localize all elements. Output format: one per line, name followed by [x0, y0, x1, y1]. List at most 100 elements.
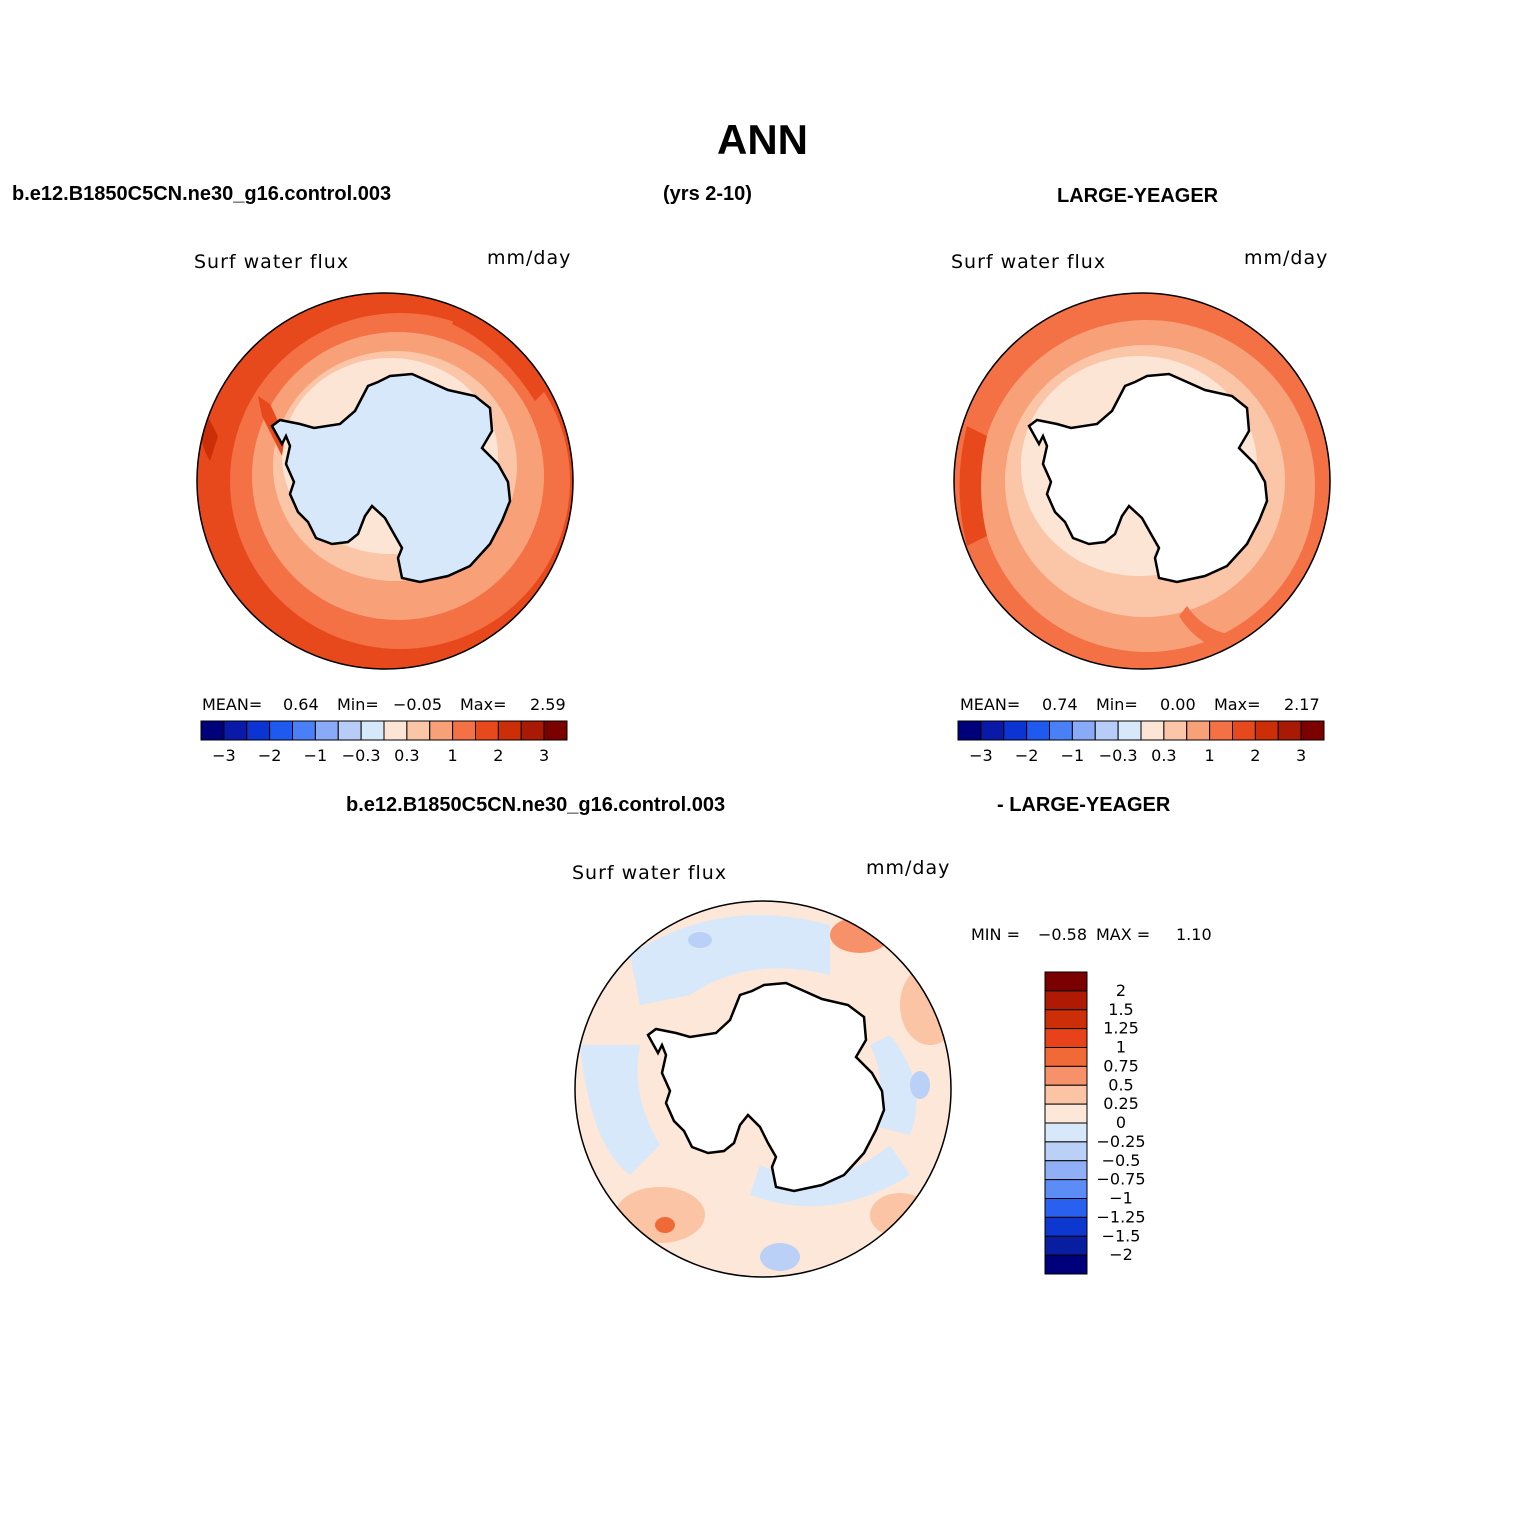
diff-colorbar-swatch [1044, 1047, 1088, 1067]
diff-colorbar-label: 1.5 [1108, 1000, 1133, 1019]
case-name-header: b.e12.B1850C5CN.ne30_g16.control.003 [12, 183, 392, 205]
panel2-colorbar-tick-label: −2 [1015, 746, 1039, 765]
diff-colorbar-label: 0.5 [1108, 1075, 1133, 1094]
panel2-mean-label: MEAN= [960, 695, 1021, 714]
panel2-colorbar-swatch [1209, 720, 1233, 741]
diff-colorbar-swatch [1044, 1198, 1088, 1218]
panel2-colorbar-tick-label: 3 [1296, 746, 1306, 765]
panel2-colorbar-tick-label: −3 [969, 746, 993, 765]
panel1-colorbar-swatch [360, 720, 385, 741]
panel1-colorbar-swatch [520, 720, 545, 741]
diff-colorbar-swatch [1044, 1254, 1088, 1275]
diff-colorbar-swatch [1044, 1179, 1088, 1199]
panel2-max-label: Max= [1214, 695, 1261, 714]
diff-colorbar-swatch [1044, 1122, 1088, 1143]
diff-colorbar-swatch [1044, 1065, 1088, 1086]
diff-colorbar-swatch [1044, 1103, 1088, 1124]
panel2-colorbar-swatch [1049, 720, 1073, 741]
antarctica-coastline [1027, 372, 1269, 584]
panel1-colorbar-swatch [314, 720, 339, 741]
diff-colorbar-label: −2 [1109, 1245, 1133, 1264]
panel1-colorbar-tick-label: 3 [539, 746, 549, 765]
years-header: (yrs 2-10) [663, 183, 752, 205]
diff-colorbar-swatch [1044, 1084, 1088, 1105]
panel1-colorbar-tick-label: −0.3 [342, 746, 381, 765]
diff-colorbar-label: −1.25 [1096, 1207, 1145, 1226]
panel1-polar-map [196, 292, 574, 670]
diff-colorbar-label: 0.25 [1103, 1094, 1139, 1113]
diff-colorbar-swatch [1044, 1009, 1088, 1030]
diff-colorbar-swatch [1044, 1028, 1088, 1048]
diff-polar-map [574, 900, 952, 1278]
panel2-colorbar-swatch [1186, 720, 1211, 741]
diff-colorbar: 21.51.2510.750.50.250−0.25−0.5−0.75−1−1.… [1044, 971, 1146, 1275]
panel2-colorbar-tick-label: −1 [1061, 746, 1085, 765]
panel1-colorbar-swatch [429, 720, 454, 741]
panel2-min-value: 0.00 [1160, 695, 1196, 714]
diff-variable-label: Surf water flux [572, 862, 728, 884]
panel1-colorbar-tick-label: −3 [212, 746, 236, 765]
diff-colorbar-label: −1.5 [1102, 1226, 1141, 1245]
diff-colorbar-label: 0 [1116, 1113, 1126, 1132]
obs-name-header: LARGE-YEAGER [1057, 185, 1219, 207]
panel1-colorbar-swatch [406, 720, 431, 741]
diff-min-label: MIN = [971, 925, 1020, 944]
diff-units-label: mm/day [866, 857, 951, 879]
diff-colorbar-label: −0.75 [1096, 1170, 1145, 1189]
panel2-variable-label: Surf water flux [951, 251, 1107, 273]
diff-max-label: MAX = [1096, 925, 1151, 944]
panel2-units-label: mm/day [1244, 247, 1329, 269]
panel1-colorbar-swatch [475, 720, 499, 741]
panel1-colorbar-tick-label: 0.3 [394, 746, 419, 765]
diff-colorbar-swatch [1044, 1216, 1088, 1237]
panel2-colorbar-tick-label: 1 [1205, 746, 1215, 765]
panel1-colorbar-swatch [497, 720, 522, 741]
panel2-colorbar-swatch [1003, 720, 1028, 741]
panel2-colorbar-swatch [980, 720, 1005, 741]
panel2-colorbar: −3 −2 −1 −0.3 0.3 1 2 3 [957, 720, 1325, 765]
panel1-colorbar-swatch [383, 720, 408, 741]
panel2-max-value: 2.17 [1284, 695, 1320, 714]
panel2-min-label: Min= [1096, 695, 1138, 714]
diff-case-name-header: b.e12.B1850C5CN.ne30_g16.control.003 [346, 794, 726, 816]
diff-max-value: 1.10 [1176, 925, 1212, 944]
panel1-colorbar-swatch [543, 720, 568, 741]
panel1-variable-label: Surf water flux [194, 251, 350, 273]
panel1-colorbar-tick-label: 1 [448, 746, 458, 765]
diff-min-value: −0.58 [1038, 925, 1088, 944]
panel1-colorbar-swatch [223, 720, 248, 741]
panel1-min-label: Min= [337, 695, 379, 714]
panel1-colorbar-tick-label: 2 [493, 746, 503, 765]
diff-colorbar-swatch [1044, 1235, 1088, 1256]
panel2-colorbar-swatch [1140, 720, 1165, 741]
panel1-colorbar: −3 −2 −1 −0.3 0.3 1 2 3 [200, 720, 568, 765]
panel1-colorbar-tick-label: −2 [258, 746, 282, 765]
panel2-colorbar-swatch [1163, 720, 1188, 741]
panel2-colorbar-swatch [1232, 720, 1256, 741]
panel1-colorbar-swatch [269, 720, 293, 741]
panel2-colorbar-tick-label: −0.3 [1099, 746, 1138, 765]
panel2-colorbar-swatch [1300, 720, 1325, 741]
panel1-colorbar-swatch [292, 720, 316, 741]
diff-colorbar-label: 1 [1116, 1038, 1126, 1057]
panel1-colorbar-swatch [200, 720, 225, 741]
panel1-colorbar-swatch [452, 720, 476, 741]
panel2-colorbar-tick-label: 0.3 [1151, 746, 1176, 765]
diff-colorbar-swatch [1044, 990, 1088, 1011]
panel1-mean-value: 0.64 [283, 695, 319, 714]
panel1-colorbar-swatch [246, 720, 271, 741]
panel1-colorbar-swatch [337, 720, 362, 741]
panel2-mean-value: 0.74 [1042, 695, 1078, 714]
panel2-colorbar-swatch [1094, 720, 1119, 741]
diff-colorbar-label: −1 [1109, 1189, 1133, 1208]
diff-colorbar-label: −0.25 [1096, 1132, 1145, 1151]
diff-colorbar-label: 1.25 [1103, 1019, 1139, 1038]
panel2-polar-map [953, 292, 1331, 670]
panel2-colorbar-swatch [1117, 720, 1142, 741]
panel2-colorbar-tick-label: 2 [1250, 746, 1260, 765]
panel1-mean-label: MEAN= [202, 695, 263, 714]
diff-colorbar-swatch [1044, 971, 1088, 992]
panel2-colorbar-swatch [1254, 720, 1279, 741]
panel1-colorbar-tick-label: −1 [304, 746, 328, 765]
panel1-max-label: Max= [460, 695, 507, 714]
